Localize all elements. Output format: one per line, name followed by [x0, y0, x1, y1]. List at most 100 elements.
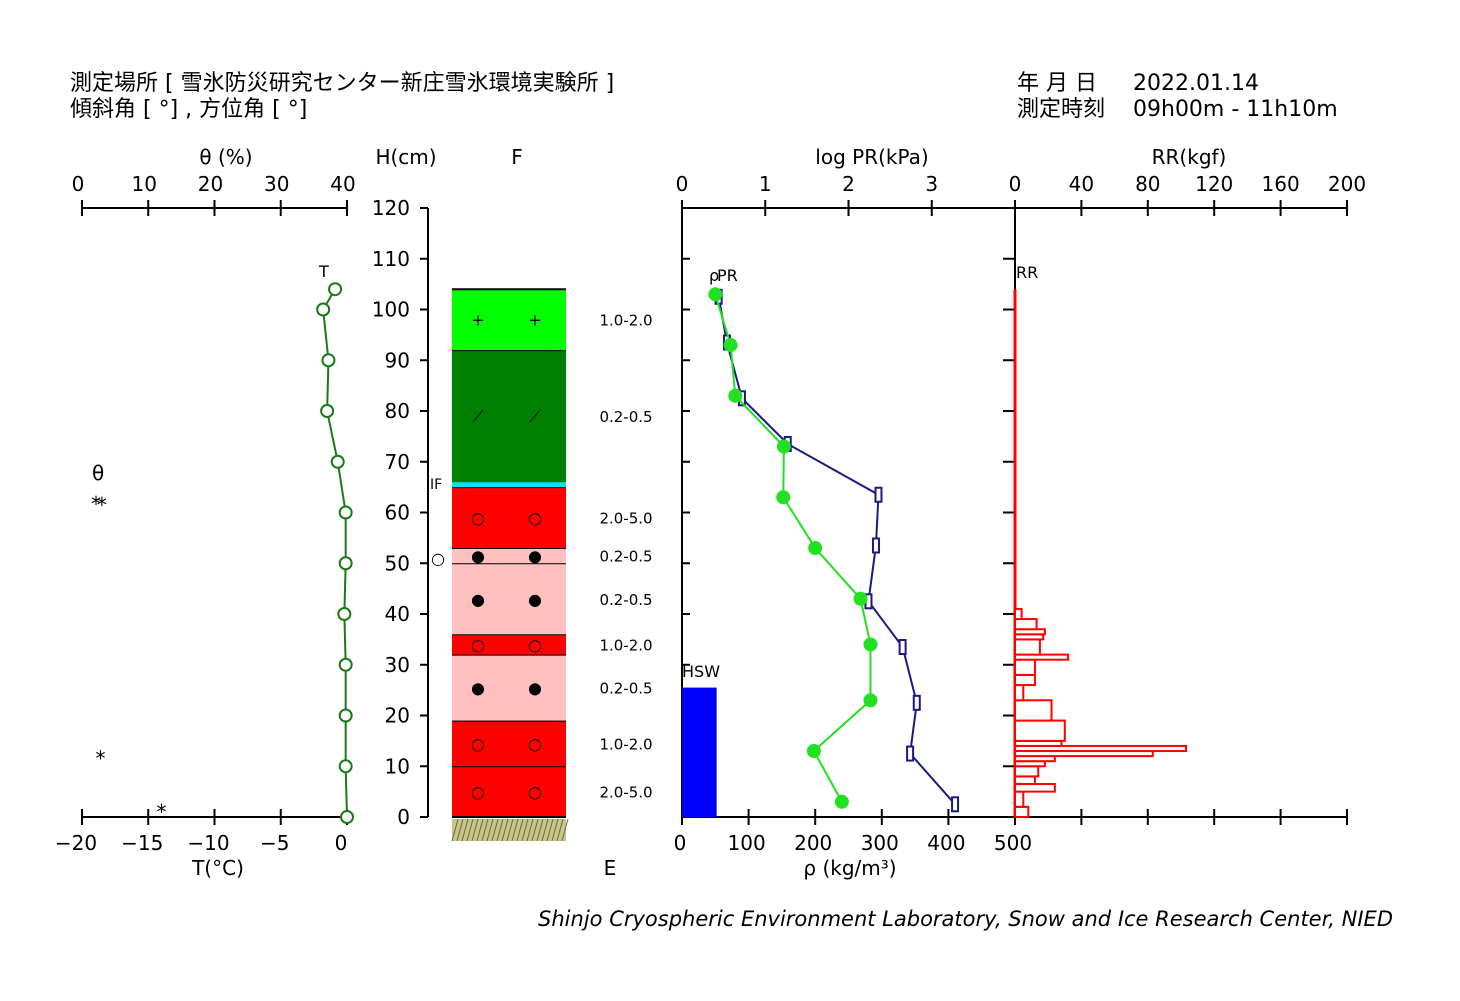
density-point [853, 591, 868, 606]
ground-hatch-line [511, 818, 519, 842]
temperature-point [337, 607, 352, 621]
grain-size-label: 0.2-0.5 [599, 548, 652, 566]
temperature-tick-label: −15 [121, 831, 163, 855]
height-tick-label: 120 [372, 196, 410, 220]
pr-point [951, 796, 960, 813]
theta-tick-label: 20 [198, 172, 223, 196]
snow-layer [452, 563, 566, 635]
rr-tick-label: 0 [1009, 172, 1022, 196]
grain-shape-symbol: ○ [471, 509, 485, 528]
snow-layer [452, 634, 566, 655]
snow-layer [452, 766, 566, 817]
ground-hatch-line [471, 818, 479, 842]
theta-marker: * [91, 492, 101, 516]
rr-bar [1014, 699, 1053, 722]
rr-tick-label: 200 [1328, 172, 1366, 196]
grain-size-label: 0.2-0.5 [599, 680, 652, 698]
grain-size-label: 1.0-2.0 [599, 312, 652, 330]
ground-hatch-line [456, 818, 464, 842]
density-point [728, 388, 743, 403]
density-axis-title: ρ (kg/m³) [803, 856, 896, 880]
wetness-marker: ○ [431, 549, 445, 568]
pr-point [874, 486, 883, 503]
grain-size-label: 0.2-0.5 [599, 408, 652, 426]
ground-hatch-line [526, 818, 534, 842]
density-tick-label: 0 [674, 831, 687, 855]
ground-hatch-line [501, 818, 509, 842]
density-point [863, 693, 878, 708]
snow-layer [452, 720, 566, 767]
ground-hatch-line [536, 818, 544, 842]
ground-hatch-line [466, 818, 474, 842]
height-tick-label: 100 [372, 298, 410, 322]
height-tick-label: 30 [385, 653, 410, 677]
pr-point [912, 694, 921, 711]
grain-shape-symbol: ○ [528, 783, 542, 802]
temperature-point [340, 810, 354, 824]
theta-label: θ [92, 461, 104, 485]
height-axis-title: H(cm) [375, 145, 436, 169]
ground-hatch [452, 819, 566, 841]
rr-tick-label: 160 [1262, 172, 1300, 196]
rr-bar [1014, 684, 1025, 702]
density-point [806, 744, 821, 759]
grain-size-label: 1.0-2.0 [599, 636, 652, 654]
pr-tick-label: 0 [676, 172, 689, 196]
temperature-point [338, 556, 353, 571]
ground-hatch-line [531, 818, 539, 842]
density-point [834, 794, 849, 809]
ground-hatch-line [476, 818, 484, 842]
ground-hatch-line [521, 818, 529, 842]
log-pr-axis-title: log PR(kPa) [815, 145, 928, 169]
height-tick-label: 20 [385, 704, 410, 728]
ground-hatch-line [506, 818, 514, 842]
ground-hatch-line [486, 818, 494, 842]
rho-series-label: ρ [709, 266, 719, 285]
temperature-series-label: T [318, 262, 329, 281]
pr-line [717, 296, 956, 805]
grain-shape-symbol: ○ [528, 509, 542, 528]
ground-hatch-line [451, 818, 459, 842]
rr-bar [1014, 775, 1036, 786]
grain-size-label: 2.0-5.0 [599, 784, 652, 802]
grain-shape-symbol: + [528, 311, 541, 330]
rr-bar [1014, 790, 1025, 808]
pr-tick-label: 3 [925, 172, 938, 196]
hsw-label: HSW [682, 662, 720, 681]
credit-text: Shinjo Cryospheric Environment Laborator… [538, 907, 1393, 931]
height-tick-label: 80 [385, 399, 410, 423]
temperature-tick-label: −5 [260, 831, 289, 855]
pr-point [871, 537, 880, 554]
density-tick-label: 200 [794, 831, 832, 855]
grain-shape-symbol: ○ [528, 734, 542, 753]
snow-layer [452, 654, 566, 721]
density-line [714, 293, 872, 803]
density-point [863, 637, 878, 652]
theta-tick-label: 30 [264, 172, 289, 196]
density-tick-label: 400 [927, 831, 965, 855]
ground-hatch-line [496, 818, 504, 842]
date-value: 2022.01.14 [1133, 71, 1259, 96]
snow-layer [452, 289, 566, 351]
date-label: 年 月 日 [1017, 71, 1097, 96]
height-tick-label: 70 [385, 450, 410, 474]
rr-bar [1014, 719, 1066, 742]
theta-tick-label: 10 [132, 172, 157, 196]
grain-shape-symbol: ○ [471, 635, 485, 654]
slope-aspect-label: 傾斜角 [ °] , 方位角 [ °] [70, 97, 307, 122]
rr-bar [1014, 658, 1036, 676]
temperature-point [321, 353, 336, 368]
temperature-point [320, 404, 335, 418]
density-tick-label: 100 [728, 831, 766, 855]
temperature-tick-label: −10 [187, 831, 229, 855]
hsw-bar [682, 687, 717, 817]
grain-column-title: E [604, 856, 617, 880]
grain-shape-symbol: ⟋ [472, 407, 484, 426]
theta-tick-label: 0 [72, 172, 85, 196]
ground-hatch-line [541, 818, 549, 842]
density-tick-label: 500 [994, 831, 1032, 855]
ground-hatch-line [546, 818, 554, 842]
rr-tick-label: 80 [1135, 172, 1160, 196]
pr-series-label: PR [717, 266, 738, 285]
